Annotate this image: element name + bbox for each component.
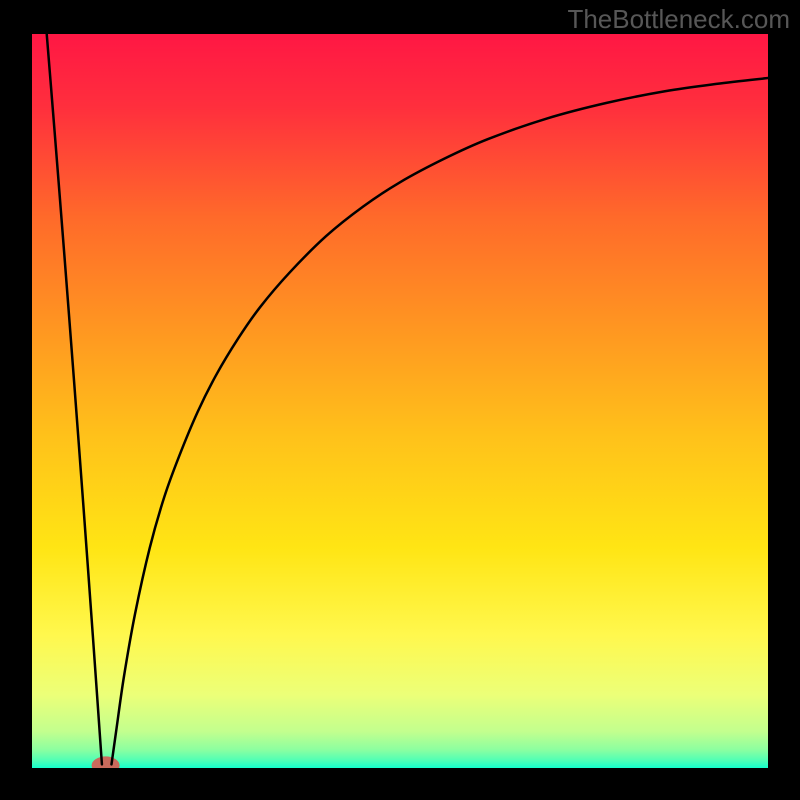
plot-area: [32, 34, 768, 768]
plot-svg: [32, 34, 768, 768]
watermark-text: TheBottleneck.com: [567, 4, 790, 35]
plot-background: [32, 34, 768, 768]
stage: TheBottleneck.com: [0, 0, 800, 800]
